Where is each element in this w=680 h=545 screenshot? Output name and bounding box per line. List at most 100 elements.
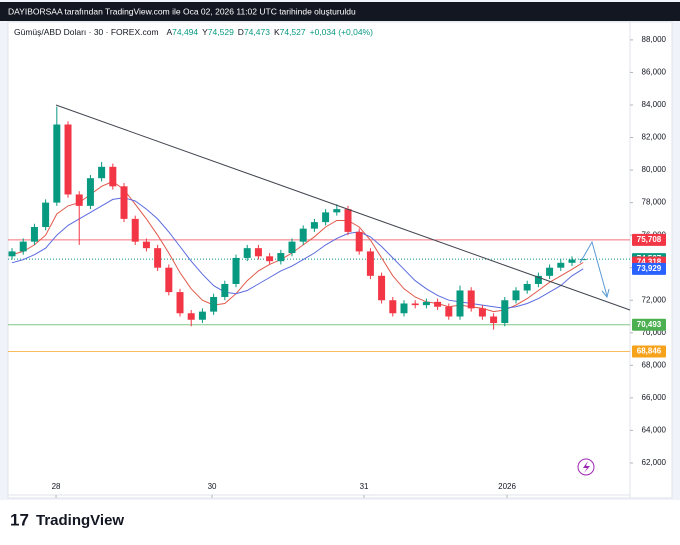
candle-body — [366, 251, 374, 276]
ohlc-value: 74,529 — [208, 27, 234, 37]
candle-body — [568, 259, 576, 263]
x-tick-label: 28 — [52, 482, 61, 491]
candle-body — [490, 316, 498, 324]
candle-body — [254, 248, 262, 257]
y-tick-label: 66,000 — [642, 393, 667, 402]
candle-body — [344, 209, 352, 232]
header-text: DAYIBORSAA tarafından TradingView.com il… — [8, 6, 356, 16]
price-tag — [632, 345, 666, 358]
ohlc-value: 74,494 — [172, 27, 198, 37]
ohlc-key: A — [166, 27, 172, 37]
candle-body — [445, 306, 453, 317]
price-tag-label: 75,708 — [637, 235, 662, 244]
candle-body — [120, 186, 128, 219]
ohlc-value: 74,527 — [280, 27, 306, 37]
candle-body — [333, 209, 341, 213]
y-tick-label: 68,000 — [642, 360, 667, 369]
ohlc-key: Y — [202, 27, 208, 37]
ohlc-change: +0,034 (+0,04%) — [310, 27, 373, 37]
price-tag-label: 68,846 — [637, 347, 662, 356]
candle-body — [131, 218, 139, 242]
candle-body — [232, 257, 240, 284]
candle-body — [30, 227, 38, 242]
price-tag-label: 73,929 — [637, 264, 662, 273]
y-tick-label: 64,000 — [642, 426, 667, 435]
y-tick-label: 62,000 — [642, 458, 667, 467]
candle-body — [557, 262, 565, 268]
moving-average — [11, 180, 584, 313]
candle-body — [176, 292, 184, 314]
candle-body — [187, 313, 195, 320]
ohlc-key: K — [274, 27, 280, 37]
footer — [0, 500, 680, 545]
candle-body — [501, 300, 509, 324]
y-tick-label: 80,000 — [642, 165, 667, 174]
candle-body — [210, 296, 218, 312]
y-tick-label: 86,000 — [642, 68, 667, 77]
candle-body — [322, 212, 330, 223]
candle-body — [109, 166, 117, 187]
price-tag — [632, 262, 666, 275]
candle-body — [478, 308, 486, 317]
ohlc-value: 74,473 — [244, 27, 270, 37]
footer-logo-mark: 17 — [10, 510, 29, 529]
ohlc-key: D — [238, 27, 244, 37]
candle-body — [98, 166, 106, 179]
x-tick-label: 30 — [208, 482, 217, 491]
y-tick-label: 70,000 — [642, 328, 667, 337]
candle-body — [86, 178, 94, 206]
x-tick-label: 31 — [360, 482, 369, 491]
candle-body — [546, 267, 554, 276]
candle-body — [64, 124, 72, 195]
candle-body — [411, 303, 419, 306]
candle-body — [75, 194, 83, 206]
candle-body — [142, 241, 150, 249]
header-bar — [0, 2, 680, 21]
candle-body — [266, 256, 274, 262]
price-tag — [632, 233, 666, 246]
candle-body — [512, 290, 520, 301]
candle-body — [165, 267, 173, 293]
chart-panel — [7, 21, 673, 499]
candle-body — [8, 251, 16, 257]
candle-body — [53, 124, 61, 203]
candle-body — [42, 202, 50, 228]
symbol: Gümüş/ABD Doları · 30 · FOREX.com — [14, 27, 159, 37]
ohlc-info: Gümüş/ABD Doları · 30 · FOREX.com A74,49… — [14, 27, 373, 37]
candle-body — [355, 231, 363, 252]
candle-body — [523, 283, 531, 291]
candle-body — [19, 241, 27, 252]
x-tick-label: 2026 — [498, 482, 516, 491]
candle-body — [579, 259, 587, 261]
price-tag-label: 74,318 — [637, 258, 662, 267]
plot — [8, 106, 630, 353]
candle-body — [400, 303, 408, 314]
candle-body — [434, 301, 442, 307]
y-tick-label: 82,000 — [642, 133, 667, 142]
y-tick-label: 84,000 — [642, 100, 667, 109]
candle-body — [456, 290, 464, 317]
projection-arrow — [579, 240, 608, 297]
moving-average — [11, 197, 584, 309]
candle-body — [467, 290, 475, 309]
candle-body — [154, 248, 162, 268]
candle-body — [277, 253, 285, 262]
candle-body — [422, 301, 430, 306]
y-tick-label: 88,000 — [642, 35, 667, 44]
candle-body — [310, 222, 318, 229]
candle-body — [299, 228, 307, 242]
trend-line — [55, 104, 631, 311]
candle-body — [221, 283, 229, 297]
y-tick-label: 78,000 — [642, 198, 667, 207]
arrow-head — [601, 288, 610, 299]
footer-logo: TradingView — [36, 512, 124, 529]
price-tag-label: 70,493 — [637, 320, 662, 329]
candle-body — [534, 275, 542, 284]
candle-body — [243, 248, 251, 258]
y-tick-label: 72,000 — [642, 295, 667, 304]
price-tag — [632, 318, 666, 331]
candle-body — [288, 241, 296, 254]
alert-bolt — [583, 461, 590, 473]
candle-body — [198, 311, 206, 320]
